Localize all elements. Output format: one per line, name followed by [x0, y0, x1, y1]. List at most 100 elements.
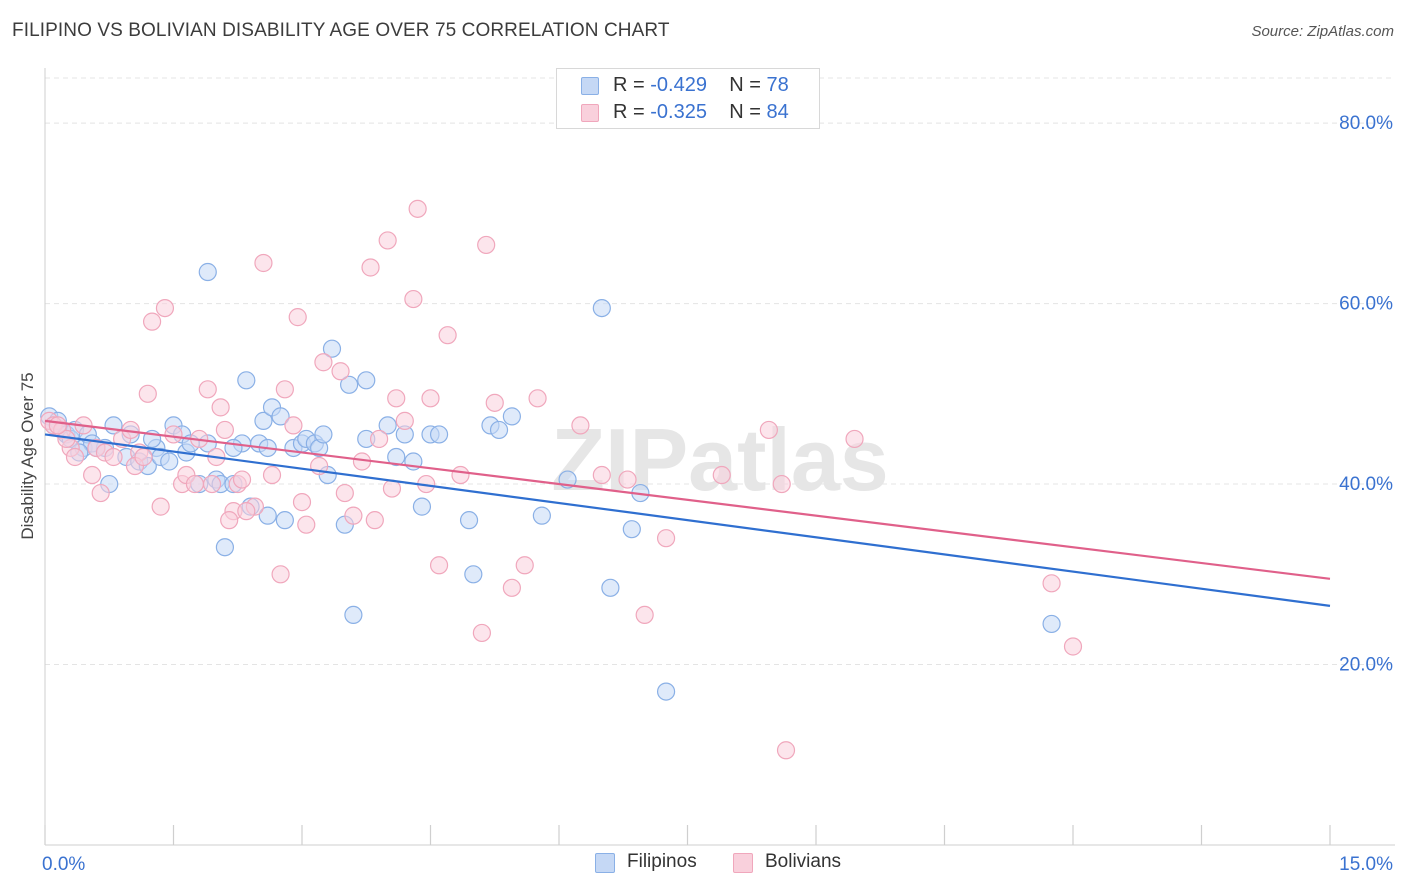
data-point — [224, 438, 243, 458]
correlation-legend: R = -0.429 N = 78 R = -0.325 N = 84 — [556, 68, 820, 129]
tick-labels: 20.0% 40.0% 60.0% 80.0% 0.0% 15.0% — [42, 113, 1393, 875]
legend-label-filipinos: Filipinos — [627, 851, 697, 872]
legend-swatch-bolivians — [733, 853, 753, 873]
data-point — [151, 497, 170, 516]
data-point — [528, 389, 547, 408]
data-point — [314, 425, 333, 444]
data-point — [387, 389, 406, 408]
data-point — [759, 420, 778, 440]
data-point — [271, 407, 290, 426]
series-bolivians-points — [40, 199, 1083, 760]
data-point — [622, 520, 641, 539]
y-tick-label: 40.0% — [1339, 474, 1393, 495]
data-point — [288, 308, 307, 327]
data-point — [515, 556, 534, 575]
data-point — [502, 407, 521, 426]
data-point — [215, 538, 234, 557]
data-point — [845, 429, 864, 449]
data-point — [275, 380, 294, 399]
data-point — [395, 411, 414, 430]
data-point — [220, 511, 239, 530]
data-point — [331, 362, 350, 381]
legend-swatch-filipinos — [581, 77, 599, 95]
data-point — [134, 447, 153, 467]
data-point — [275, 511, 294, 530]
data-point — [618, 470, 637, 489]
data-point — [215, 420, 234, 440]
data-point — [477, 235, 496, 255]
data-point — [164, 425, 183, 444]
data-point — [370, 429, 389, 449]
y-tick-label: 60.0% — [1339, 294, 1393, 315]
data-point — [232, 470, 252, 489]
legend-stats-bolivians: R = -0.325 N = 84 — [613, 101, 789, 124]
data-point — [1042, 614, 1061, 634]
data-point — [772, 474, 791, 494]
data-point — [429, 425, 449, 444]
trend-line-filipinos — [44, 433, 1331, 607]
data-point — [361, 258, 380, 277]
data-point — [254, 253, 273, 273]
data-point — [404, 289, 423, 309]
data-point — [502, 578, 521, 597]
legend-stats-filipinos: R = -0.429 N = 78 — [613, 74, 789, 97]
data-point — [387, 447, 406, 467]
data-point — [408, 199, 427, 218]
data-point — [104, 447, 123, 467]
data-point — [48, 416, 67, 435]
data-point — [464, 565, 483, 584]
data-point — [211, 398, 230, 417]
data-point — [254, 411, 273, 430]
data-point — [237, 371, 256, 390]
data-point — [532, 506, 551, 525]
data-point — [438, 326, 457, 345]
data-point — [142, 312, 162, 331]
r-label: R = — [613, 101, 651, 123]
axes — [44, 68, 1395, 846]
data-point — [485, 393, 504, 412]
data-point — [571, 416, 590, 435]
data-point — [340, 375, 359, 394]
legend-swatch-filipinos — [595, 853, 615, 873]
data-point — [378, 231, 397, 250]
series-legend: Filipinos Bolivians — [0, 851, 1406, 877]
data-point — [378, 416, 397, 435]
gridlines — [45, 77, 1395, 666]
trend-line-bolivians — [44, 419, 1331, 580]
legend-label-bolivians: Bolivians — [765, 851, 842, 872]
data-point — [335, 483, 354, 503]
data-point — [344, 506, 363, 525]
data-point — [198, 262, 217, 282]
data-point — [592, 299, 611, 318]
source-label: Source: ZipAtlas.com — [1251, 23, 1394, 40]
data-point — [365, 511, 384, 530]
n-label: N = — [729, 101, 767, 123]
y-tick-label: 20.0% — [1339, 655, 1393, 676]
r-value: -0.429 — [650, 74, 707, 96]
data-point — [185, 474, 205, 494]
data-point — [258, 506, 277, 525]
data-point — [1042, 574, 1061, 593]
data-point — [357, 371, 376, 390]
data-point — [65, 447, 85, 467]
n-value: 84 — [766, 101, 789, 123]
data-point — [138, 384, 157, 403]
data-point — [489, 420, 509, 440]
data-point — [155, 299, 175, 318]
data-point — [344, 605, 363, 625]
data-point — [91, 483, 110, 503]
data-point — [421, 389, 440, 408]
data-point — [284, 416, 303, 435]
data-point — [451, 465, 470, 485]
data-point — [202, 474, 222, 494]
data-point — [237, 502, 256, 521]
x-tick-label: 15.0% — [1339, 854, 1393, 875]
y-tick-label: 80.0% — [1339, 113, 1393, 134]
data-point — [297, 515, 316, 534]
data-point — [314, 353, 333, 372]
r-value: -0.325 — [650, 101, 707, 123]
data-point — [262, 465, 282, 485]
data-point — [712, 465, 731, 485]
data-point — [656, 529, 676, 548]
